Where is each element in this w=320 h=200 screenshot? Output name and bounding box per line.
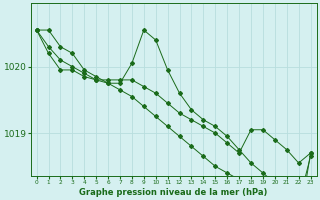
X-axis label: Graphe pression niveau de la mer (hPa): Graphe pression niveau de la mer (hPa) (79, 188, 268, 197)
